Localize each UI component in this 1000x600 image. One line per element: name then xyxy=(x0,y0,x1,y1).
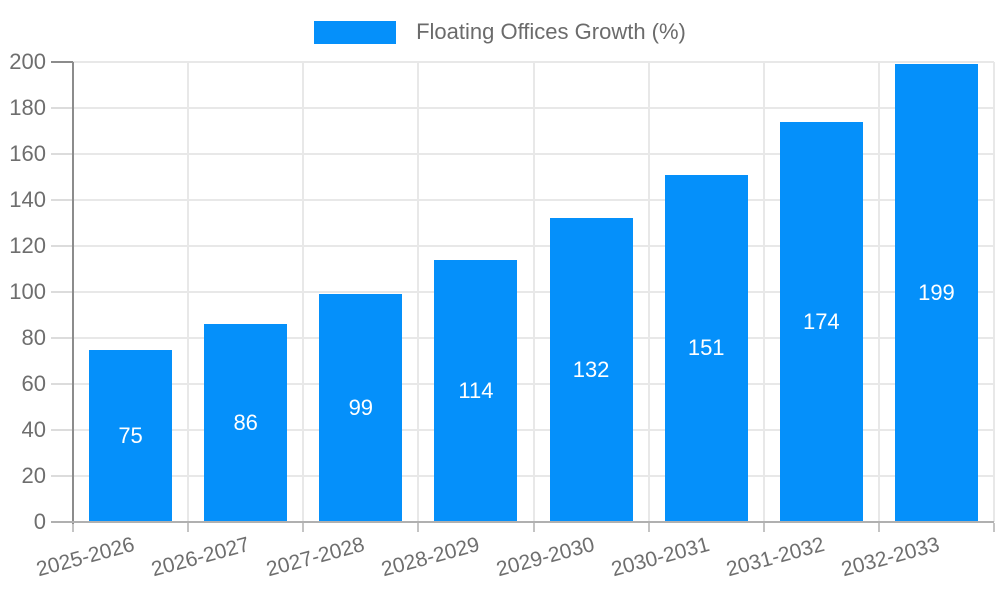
bar: 75 xyxy=(89,349,173,522)
bar: 86 xyxy=(204,324,288,522)
y-axis-tick xyxy=(51,475,73,477)
y-axis-tick xyxy=(51,429,73,431)
bar: 114 xyxy=(434,259,518,522)
y-tick-label: 120 xyxy=(9,233,46,258)
grid-line-vertical xyxy=(647,62,650,522)
bar-value-label: 75 xyxy=(118,422,143,448)
bar: 151 xyxy=(664,174,748,522)
y-tick-label: 160 xyxy=(9,141,46,166)
y-tick-label: 140 xyxy=(9,187,46,212)
y-tick-label: 200 xyxy=(9,49,46,74)
y-tick-label: 20 xyxy=(21,463,46,488)
y-tick-label: 80 xyxy=(21,325,46,350)
y-tick-label: 0 xyxy=(33,509,46,534)
y-tick-label: 100 xyxy=(9,279,46,304)
bar-value-label: 114 xyxy=(458,377,494,403)
grid-line-vertical xyxy=(993,62,995,522)
y-axis-tick xyxy=(51,245,73,247)
x-axis-tick xyxy=(647,523,650,532)
bar-value-label: 151 xyxy=(687,335,725,361)
y-axis-tick xyxy=(51,291,73,293)
bar-value-label: 99 xyxy=(348,395,374,421)
x-axis-tick xyxy=(532,523,535,532)
x-axis-tick xyxy=(302,523,305,532)
bar-value-label: 132 xyxy=(572,357,610,383)
y-axis-tick xyxy=(51,199,73,201)
y-axis-line xyxy=(72,62,74,524)
legend: Floating Offices Growth (%) xyxy=(0,19,1000,45)
y-tick-label: 180 xyxy=(9,95,46,120)
grid-line-vertical xyxy=(302,62,305,522)
bar: 132 xyxy=(549,218,633,522)
grid-line-vertical xyxy=(417,62,420,522)
x-axis-tick xyxy=(417,523,420,532)
bar-value-label: 199 xyxy=(918,280,955,306)
x-axis-tick xyxy=(72,523,74,532)
y-tick-label: 40 xyxy=(21,417,46,442)
grid-line-vertical xyxy=(187,62,190,522)
x-axis-tick xyxy=(762,523,765,532)
y-axis-tick xyxy=(51,337,73,339)
y-axis-tick xyxy=(51,383,73,385)
grid-line-vertical xyxy=(532,62,535,522)
x-axis-tick xyxy=(187,523,190,532)
bar: 199 xyxy=(894,64,978,522)
bar: 99 xyxy=(319,294,403,522)
bar-value-label: 86 xyxy=(233,410,258,436)
y-axis-tick xyxy=(51,107,73,109)
y-axis-tick xyxy=(51,61,73,63)
grid-line-vertical xyxy=(762,62,765,522)
y-axis-tick xyxy=(51,153,73,155)
x-axis-tick xyxy=(877,523,880,532)
legend-label: Floating Offices Growth (%) xyxy=(416,19,686,44)
y-tick-label: 60 xyxy=(21,371,46,396)
bar: 174 xyxy=(779,121,863,522)
bar-value-label: 174 xyxy=(802,308,840,334)
x-axis-tick xyxy=(993,523,995,532)
legend-swatch xyxy=(314,20,397,44)
grid-line-vertical xyxy=(877,62,880,522)
x-axis-line xyxy=(51,521,994,523)
